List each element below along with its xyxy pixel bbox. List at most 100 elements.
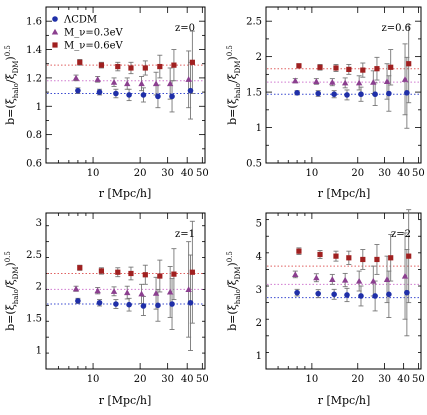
data-point [315,290,321,297]
x-axis-label: r [Mpc/h] [99,394,152,407]
data-point [140,92,147,98]
data-point [346,255,352,261]
data-point [358,91,364,98]
data-point [388,255,394,261]
data-point [77,59,83,65]
data-point [341,79,349,86]
data-point [169,93,175,100]
legend-marker [52,42,58,48]
y-tick-label: 1 [36,345,42,356]
data-point [166,288,174,295]
data-point [317,64,323,70]
data-point [72,74,80,81]
data-point [331,91,337,98]
data-point [292,77,299,84]
plot-frame [265,6,422,164]
data-point [115,63,121,70]
x-tick-label: 10 [306,168,319,179]
data-point [155,302,161,309]
legend-marker [52,16,58,22]
data-point [152,290,160,296]
data-point [189,59,195,65]
data-point [294,90,300,96]
data-point [77,265,83,271]
data-point [333,65,339,71]
data-point [329,78,336,85]
data-point [313,78,320,85]
data-point [96,299,103,306]
data-point [115,269,121,275]
data-point [142,272,148,278]
data-point [94,76,101,82]
x-axis-label: r [Mpc/h] [318,394,371,407]
x-tick-label: 50 [196,168,209,179]
x-tick-label: 40 [397,168,410,179]
data-point [185,76,192,82]
y-tick-label: 1 [256,351,262,362]
data-point [98,62,105,68]
data-point [113,301,119,307]
data-point [187,87,194,94]
y-tick-label: 2 [256,318,262,329]
data-point [374,256,380,263]
redshift-label: z=1 [175,229,195,240]
x-tick-label: 10 [87,374,100,385]
y-tick-label: 3 [256,285,262,296]
data-point [404,289,410,296]
data-point [406,253,412,259]
x-axis-label: r [Mpc/h] [99,187,152,200]
x-tick-label: 30 [378,168,391,179]
plot-frame [265,212,422,370]
y-axis-label: b=(ξhalo/ξDM)0.5 [4,251,20,331]
x-tick-label: 20 [134,374,147,385]
y-tick-label: 2 [36,282,42,293]
x-tick-label: 40 [397,374,410,385]
data-point [152,80,160,87]
data-point [360,256,366,263]
data-point [124,289,131,296]
x-axis-label: r [Mpc/h] [318,187,371,200]
data-point [171,271,177,277]
data-point [355,277,363,284]
data-point [401,76,409,82]
data-point [313,274,320,281]
data-point [98,268,105,274]
x-tick-label: 20 [134,168,147,179]
data-point [372,91,378,98]
y-tick-label: 3 [36,218,42,229]
y-tick-label: 1.5 [246,88,262,99]
y-tick-label: 1.6 [26,17,42,28]
legend-marker [51,28,59,35]
panel-z0: 10 20 30 40 50 0.6 0.8 1 1.2 1.4 1.6 z=0 ΛCDM M_ν=0.3… [4,6,209,200]
data-point [157,63,163,70]
data-point [72,285,80,292]
plot-frame [45,212,206,370]
y-tick-label: 0.8 [26,130,42,141]
data-point [142,65,148,71]
data-point [138,80,145,87]
panel-z0.6: 10 20 30 40 50 0.5 1 1.5 2 2.5 z=0.6 r [Mpc/h] b=(ξh… [226,6,425,200]
data-point [187,299,194,306]
data-point [370,78,377,85]
legend-label: M_ν=0.6eV [64,41,124,52]
redshift-label: z=0.6 [381,23,411,34]
y-tick-label: 1 [36,102,42,113]
data-point [292,271,299,277]
x-tick-label: 30 [378,374,391,385]
data-point [383,78,391,85]
redshift-label: z=0 [175,23,195,34]
data-point [346,66,352,72]
x-tick-label: 30 [161,374,174,385]
data-point [329,276,336,282]
y-axis-label: b=(ξhalo/ξDM)0.5 [4,45,20,125]
data-point [370,277,377,284]
data-point [386,291,392,298]
y-tick-label: 0.5 [246,159,262,170]
data-point [344,292,350,298]
data-point [315,90,321,97]
data-point [388,64,394,70]
data-point [404,90,410,96]
data-point [169,301,175,307]
data-point [401,272,409,279]
y-tick-label: 1.5 [26,314,42,325]
